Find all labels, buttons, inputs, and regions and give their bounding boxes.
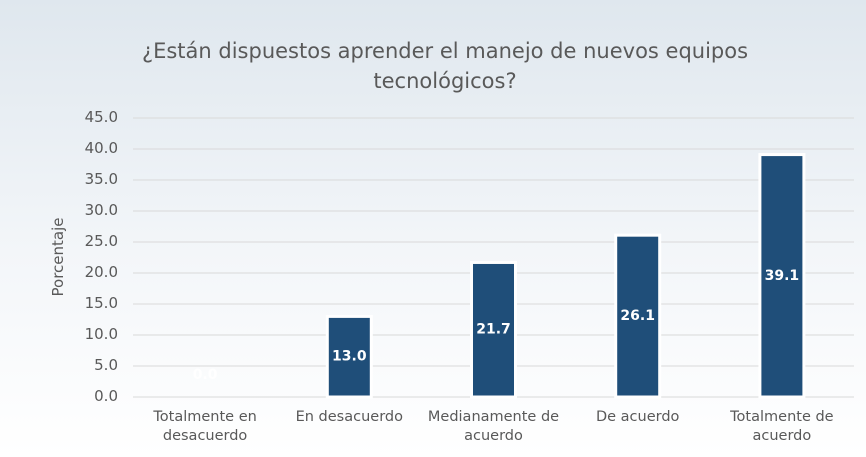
y-tick-label: 40.0 xyxy=(84,139,118,157)
x-tick-label: De acuerdo xyxy=(595,409,680,425)
data-label: 13.0 xyxy=(332,349,367,365)
x-tick-label: En desacuerdo xyxy=(295,409,403,425)
bar xyxy=(470,260,517,399)
y-tick-label: 0.0 xyxy=(94,387,118,405)
x-tick-label: Totalmente de acuerdo xyxy=(730,409,834,444)
data-label: 21.7 xyxy=(476,322,511,338)
y-tick-label: 5.0 xyxy=(94,356,118,374)
x-tick-label: Totalmente en desacuerdo xyxy=(153,409,257,444)
data-label: 0.0 xyxy=(193,367,218,383)
y-tick-label: 10.0 xyxy=(84,325,118,343)
bar xyxy=(325,314,373,399)
y-tick-label: 30.0 xyxy=(84,201,118,219)
chart-title: ¿Están dispuestos aprender el manejo de … xyxy=(141,39,749,93)
y-tick-label: 35.0 xyxy=(84,170,118,188)
x-tick-label: Medianamente de acuerdo xyxy=(427,409,560,444)
bar xyxy=(758,153,806,399)
data-label: 39.1 xyxy=(765,268,800,284)
y-tick-label: 20.0 xyxy=(84,263,118,281)
y-tick-label: 15.0 xyxy=(84,294,118,312)
bar xyxy=(614,233,662,399)
y-tick-label: 25.0 xyxy=(84,232,118,250)
data-label: 26.1 xyxy=(620,308,655,324)
y-tick-label: 45.0 xyxy=(84,108,118,126)
